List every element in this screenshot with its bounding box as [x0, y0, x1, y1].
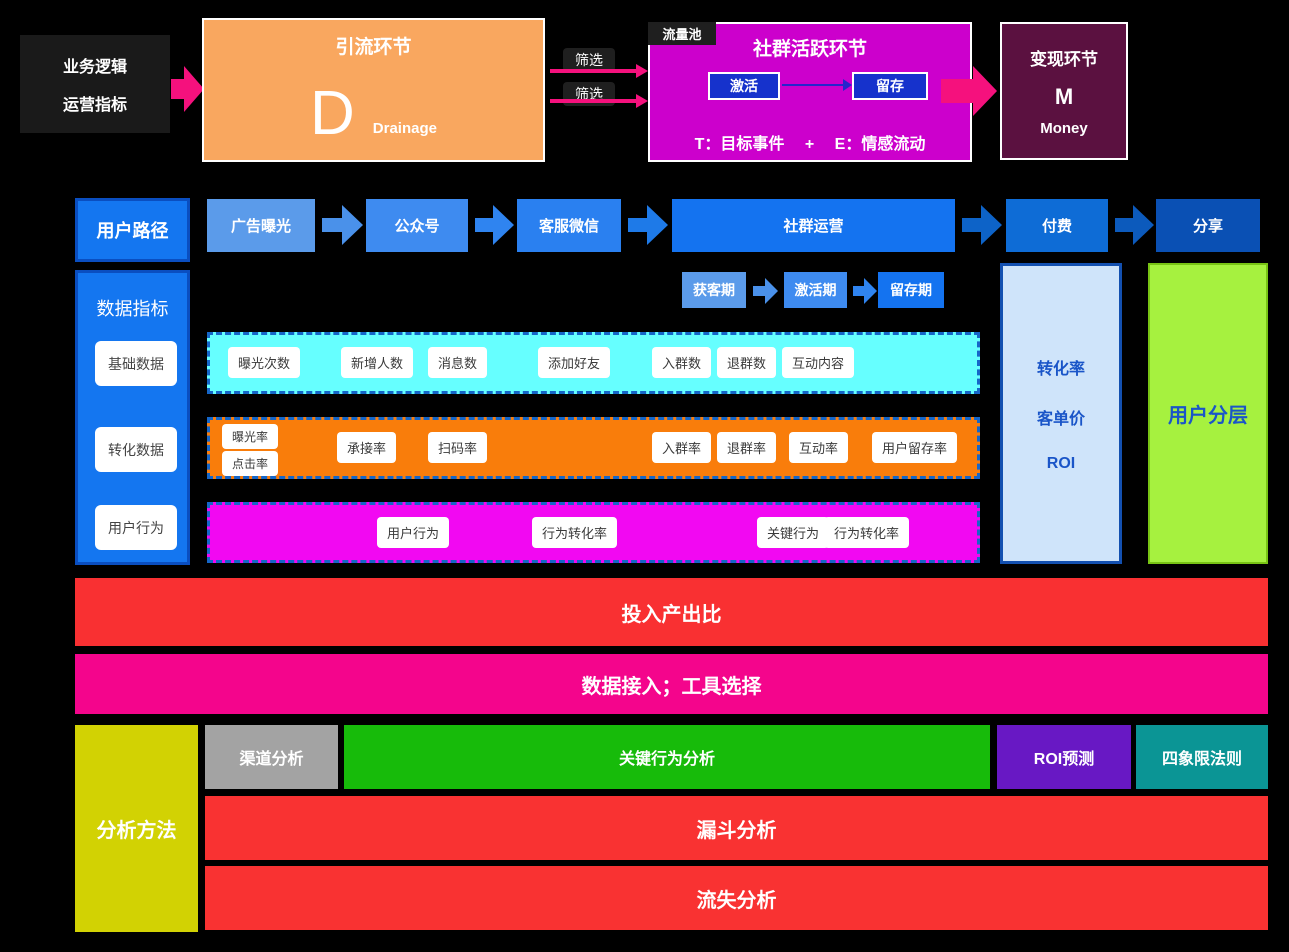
- metric-behavior-conversion-rate-2: 行为转化率: [824, 517, 910, 548]
- money-letter: M: [1054, 84, 1074, 109]
- community-formula: T：目标事件 + E：情感流动: [650, 130, 970, 154]
- path-arrow-3: [628, 205, 668, 245]
- metric-exposure-rate: 曝光率: [222, 424, 279, 449]
- metric-interaction-rate: 互动率: [789, 432, 849, 463]
- panel-avg-order-value: 客单价: [1036, 410, 1085, 428]
- path-step-share: 分享: [1156, 199, 1260, 252]
- path-arrow-4: [962, 205, 1002, 245]
- panel-roi: ROI: [1046, 454, 1076, 472]
- business-logic-box: 业务逻辑 运营指标: [20, 35, 170, 133]
- metric-exposure-count: 曝光次数: [228, 347, 301, 378]
- category-user-behavior: 用户行为: [95, 505, 177, 550]
- activate-node: 激活: [708, 72, 780, 100]
- user-segmentation-panel: 用户分层: [1148, 263, 1268, 564]
- formula-target-event: T：目标事件: [694, 136, 785, 153]
- metrics-sidebar: 数据指标 基础数据 转化数据 用户行为: [75, 270, 190, 565]
- arrow-intro-to-drainage: [171, 66, 204, 112]
- drainage-subtitle: Drainage: [372, 119, 437, 137]
- metric-new-users: 新增人数: [341, 347, 414, 378]
- metric-user-behavior: 用户行为: [377, 517, 450, 548]
- key-behavior-analysis-node: 关键行为分析: [344, 725, 990, 789]
- path-arrow-5: [1115, 205, 1154, 245]
- metric-interaction-content: 互动内容: [782, 347, 855, 378]
- metric-message-count: 消息数: [428, 347, 488, 378]
- channel-analysis-node: 渠道分析: [205, 725, 338, 789]
- traffic-pool-tag: 流量池: [648, 22, 716, 45]
- path-step-service-wechat: 客服微信: [517, 199, 621, 252]
- money-title: 变现环节: [1030, 50, 1098, 69]
- metric-behavior-conversion-rate-1: 行为转化率: [532, 517, 618, 548]
- formula-emotion-flow: E：情感流动: [834, 136, 926, 153]
- metric-user-retention-rate: 用户留存率: [872, 432, 958, 463]
- roi-forecast-node: ROI预测: [997, 725, 1131, 789]
- filter-label-1: 筛选: [563, 48, 615, 72]
- metric-scan-rate: 扫码率: [428, 432, 488, 463]
- user-path-label: 用户路径: [75, 198, 190, 262]
- conversion-panel: 转化率 客单价 ROI: [1000, 263, 1122, 564]
- community-title: 社群活跃环节: [752, 39, 867, 60]
- roi-band: 投入产出比: [75, 578, 1268, 646]
- phase-acquisition: 获客期: [682, 272, 746, 308]
- path-arrow-2: [475, 205, 514, 245]
- arrow-community-to-money: [941, 66, 997, 116]
- drainage-title: 引流环节: [335, 37, 412, 58]
- metric-join-group-count: 入群数: [652, 347, 712, 378]
- filter-arrow-1: [550, 64, 648, 78]
- metric-add-friend: 添加好友: [538, 347, 611, 378]
- path-step-community-ops: 社群运营: [672, 199, 955, 252]
- retain-node: 留存: [852, 72, 928, 100]
- churn-analysis-band: 流失分析: [205, 866, 1268, 930]
- phase-activation: 激活期: [784, 272, 847, 308]
- metric-undertake-rate: 承接率: [337, 432, 397, 463]
- phase-arrow-1: [753, 278, 778, 304]
- phase-arrow-2: [853, 278, 877, 304]
- community-active-node: 流量池 社群活跃环节 激活 留存 T：目标事件 + E：情感流动: [648, 22, 972, 162]
- drainage-letter: D: [310, 79, 355, 148]
- category-basic-data: 基础数据: [95, 341, 177, 386]
- metric-leave-group-count: 退群数: [717, 347, 777, 378]
- path-step-official-account: 公众号: [366, 199, 468, 252]
- business-logic-line2: 运营指标: [62, 97, 127, 114]
- activate-retain-arrow: [782, 79, 852, 91]
- category-conversion-data: 转化数据: [95, 427, 177, 472]
- filter-arrow-2: [550, 94, 648, 108]
- business-logic-line1: 业务逻辑: [62, 59, 127, 76]
- conversion-data-band: [207, 417, 980, 479]
- money-subtitle: Money: [1040, 120, 1088, 137]
- drainage-node: 引流环节 D Drainage: [202, 18, 545, 162]
- metric-leave-group-rate: 退群率: [717, 432, 777, 463]
- analysis-methods-label: 分析方法: [75, 725, 198, 932]
- tools-band: 数据接入；工具选择: [75, 654, 1268, 714]
- money-node: 变现环节 M Money: [1000, 22, 1128, 160]
- panel-conversion-rate: 转化率: [1036, 360, 1085, 378]
- metrics-title: 数据指标: [96, 299, 169, 319]
- metric-key-behavior: 关键行为: [757, 517, 830, 548]
- metric-join-group-rate: 入群率: [652, 432, 712, 463]
- formula-plus: +: [804, 136, 815, 153]
- funnel-analysis-band: 漏斗分析: [205, 796, 1268, 860]
- path-step-payment: 付费: [1006, 199, 1108, 252]
- quadrant-rule-node: 四象限法则: [1136, 725, 1268, 789]
- metric-click-rate: 点击率: [222, 451, 279, 476]
- phase-retention: 留存期: [878, 272, 944, 308]
- path-step-ad-exposure: 广告曝光: [207, 199, 315, 252]
- path-arrow-1: [322, 205, 363, 245]
